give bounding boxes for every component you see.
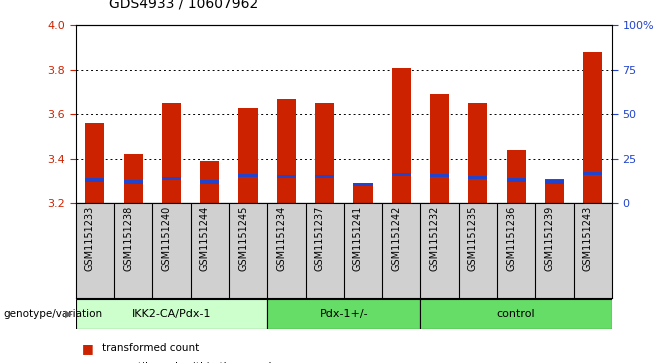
Text: GSM1151242: GSM1151242: [392, 206, 401, 272]
Text: GSM1151232: GSM1151232: [430, 206, 440, 272]
Text: GSM1151234: GSM1151234: [276, 206, 286, 272]
Text: GSM1151240: GSM1151240: [161, 206, 172, 272]
Text: GSM1151243: GSM1151243: [583, 206, 593, 272]
Bar: [267, 299, 420, 329]
Text: GSM1151239: GSM1151239: [544, 206, 555, 272]
Bar: [507, 150, 526, 203]
Text: GSM1151233: GSM1151233: [85, 206, 95, 272]
Bar: [392, 173, 411, 176]
Bar: [583, 172, 602, 175]
Text: GSM1151245: GSM1151245: [238, 206, 248, 272]
Text: GSM1151237: GSM1151237: [315, 206, 324, 272]
Text: percentile rank within the sample: percentile rank within the sample: [102, 362, 278, 363]
Bar: [200, 161, 219, 203]
Text: ▶: ▶: [65, 309, 72, 319]
Text: GSM1151244: GSM1151244: [200, 206, 210, 272]
Bar: [353, 185, 372, 203]
Text: genotype/variation: genotype/variation: [3, 309, 103, 319]
Bar: [162, 177, 181, 180]
Text: control: control: [497, 309, 536, 319]
Text: ■: ■: [82, 342, 94, 355]
Bar: [124, 180, 143, 184]
Bar: [545, 179, 564, 203]
Bar: [277, 175, 296, 178]
Bar: [277, 99, 296, 203]
Bar: [76, 299, 267, 329]
Bar: [86, 178, 105, 182]
Text: Pdx-1+/-: Pdx-1+/-: [320, 309, 368, 319]
Bar: [468, 103, 488, 203]
Bar: [353, 183, 372, 186]
Text: GSM1151236: GSM1151236: [506, 206, 516, 272]
Bar: [420, 299, 612, 329]
Bar: [430, 174, 449, 177]
Text: GDS4933 / 10607962: GDS4933 / 10607962: [109, 0, 258, 11]
Bar: [545, 180, 564, 184]
Bar: [238, 108, 258, 203]
Text: GSM1151235: GSM1151235: [468, 206, 478, 272]
Bar: [507, 178, 526, 182]
Text: IKK2-CA/Pdx-1: IKK2-CA/Pdx-1: [132, 309, 211, 319]
Bar: [583, 52, 602, 203]
Bar: [315, 103, 334, 203]
Text: ■: ■: [82, 360, 94, 363]
Bar: [200, 180, 219, 184]
Bar: [392, 68, 411, 203]
Bar: [238, 174, 258, 177]
Text: transformed count: transformed count: [102, 343, 199, 354]
Bar: [162, 103, 181, 203]
Bar: [86, 123, 105, 203]
Bar: [315, 175, 334, 178]
Bar: [124, 154, 143, 203]
Bar: [430, 94, 449, 203]
Text: GSM1151241: GSM1151241: [353, 206, 363, 272]
Text: GSM1151238: GSM1151238: [123, 206, 133, 272]
Bar: [468, 176, 488, 179]
